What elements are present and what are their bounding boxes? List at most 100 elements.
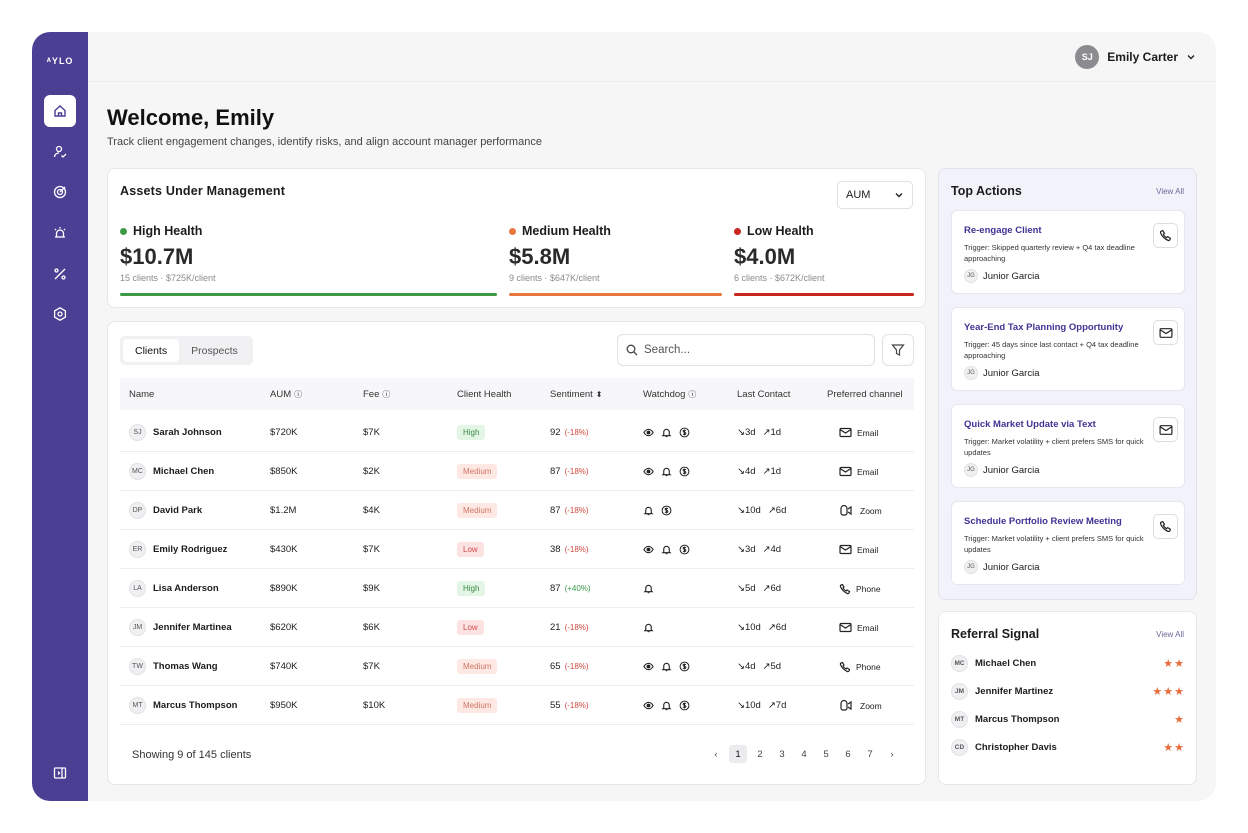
- health-bar-high: [120, 293, 497, 296]
- mail-icon: [839, 544, 852, 555]
- action-item[interactable]: Year-End Tax Planning Opportunity Trigge…: [951, 307, 1185, 391]
- sidebar-item-settings[interactable]: [44, 298, 76, 330]
- action-item[interactable]: Schedule Portfolio Review Meeting Trigge…: [951, 501, 1185, 585]
- col-channel[interactable]: Preferred channel: [827, 389, 903, 400]
- action-contact-button[interactable]: [1153, 417, 1178, 442]
- page-6[interactable]: 6: [845, 748, 851, 760]
- table-row[interactable]: ER Emily Rodriguez $430K $7K Low 38 (-18…: [120, 530, 914, 569]
- channel-label: Email: [857, 466, 879, 477]
- top-actions-title: Top Actions: [951, 184, 1022, 198]
- dollar-icon[interactable]: [679, 661, 690, 672]
- top-actions-view-all-link[interactable]: View All: [1156, 187, 1184, 196]
- referral-view-all-link[interactable]: View All: [1156, 630, 1184, 639]
- tab-prospects[interactable]: Prospects: [191, 344, 238, 357]
- dollar-icon[interactable]: [679, 427, 690, 438]
- bell-icon[interactable]: [661, 661, 672, 672]
- dollar-icon[interactable]: [679, 466, 690, 477]
- col-aum[interactable]: AUM ⓘ: [270, 389, 303, 400]
- table-row[interactable]: TW Thomas Wang $740K $7K Medium 65 (-18%…: [120, 647, 914, 686]
- client-name[interactable]: Michael Chen: [153, 466, 215, 477]
- table-row[interactable]: JM Jennifer Martinea $620K $6K Low 21 (-…: [120, 608, 914, 647]
- table-row[interactable]: MC Michael Chen $850K $2K Medium 87 (-18…: [120, 452, 914, 491]
- list-item[interactable]: CD Christopher Davis ★★: [951, 737, 1185, 757]
- sidebar-item-alerts[interactable]: [44, 217, 76, 249]
- user-menu[interactable]: SJ Emily Carter: [1075, 45, 1196, 69]
- client-name-cell: JM Jennifer Martinea: [129, 608, 232, 647]
- action-contact-button[interactable]: [1153, 223, 1178, 248]
- bell-icon[interactable]: [661, 466, 672, 477]
- mail-icon: [839, 622, 852, 633]
- page-4[interactable]: 4: [801, 748, 807, 760]
- sidebar-item-fees[interactable]: [44, 258, 76, 290]
- action-contact-button[interactable]: [1153, 320, 1178, 345]
- bell-icon[interactable]: [643, 622, 654, 633]
- table-row[interactable]: LA Lisa Anderson $890K $9K High 87 (+40%…: [120, 569, 914, 608]
- action-contact-button[interactable]: [1153, 514, 1178, 539]
- aum-select[interactable]: AUM: [837, 181, 913, 209]
- action-title[interactable]: Quick Market Update via Text: [964, 419, 1096, 430]
- col-fee[interactable]: Fee ⓘ: [363, 389, 391, 400]
- bell-icon[interactable]: [661, 427, 672, 438]
- col-last-contact[interactable]: Last Contact: [737, 389, 791, 400]
- dollar-icon[interactable]: [679, 544, 690, 555]
- page-5[interactable]: 5: [823, 748, 829, 760]
- sentiment-value: 38: [550, 544, 561, 555]
- action-title[interactable]: Year-End Tax Planning Opportunity: [964, 322, 1124, 333]
- client-name[interactable]: Marcus Thompson: [153, 700, 238, 711]
- last-contact-down: 3d: [744, 427, 756, 438]
- bell-icon[interactable]: [661, 700, 672, 711]
- top-bar: SJ Emily Carter: [88, 32, 1216, 82]
- sidebar-collapse-button[interactable]: [44, 757, 76, 789]
- health-cell: Low: [457, 530, 484, 569]
- col-name[interactable]: Name: [129, 389, 155, 400]
- action-title[interactable]: Re-engage Client: [964, 225, 1042, 236]
- last-contact-down: 10d: [744, 700, 761, 711]
- eye-icon[interactable]: [643, 700, 654, 711]
- bell-icon[interactable]: [643, 505, 654, 516]
- table-row[interactable]: SJ Sarah Johnson $720K $7K High 92 (-18%…: [120, 413, 914, 452]
- next-page-button[interactable]: ›: [890, 748, 894, 760]
- page-3[interactable]: 3: [779, 748, 785, 760]
- table-row[interactable]: MT Marcus Thompson $950K $10K Medium 55 …: [120, 686, 914, 725]
- aum-title: Assets Under Management: [120, 184, 286, 198]
- bell-icon[interactable]: [643, 583, 654, 594]
- list-item[interactable]: MC Michael Chen ★★: [951, 653, 1185, 673]
- search-input[interactable]: Search...: [617, 334, 875, 366]
- client-name[interactable]: Sarah Johnson: [153, 427, 222, 438]
- sidebar-item-clients[interactable]: [44, 136, 76, 168]
- client-name-cell: SJ Sarah Johnson: [129, 413, 222, 452]
- client-name[interactable]: Lisa Anderson: [153, 583, 219, 594]
- prev-page-button[interactable]: ‹: [714, 748, 718, 760]
- col-sentiment[interactable]: Sentiment ⬍: [550, 389, 603, 400]
- eye-icon[interactable]: [643, 661, 654, 672]
- eye-icon[interactable]: [643, 427, 654, 438]
- eye-icon[interactable]: [643, 544, 654, 555]
- filter-button[interactable]: [882, 334, 914, 366]
- action-item[interactable]: Quick Market Update via Text Trigger: Ma…: [951, 404, 1185, 488]
- client-name[interactable]: David Park: [153, 505, 203, 516]
- eye-icon[interactable]: [643, 466, 654, 477]
- sentiment-cell: 87 (-18%): [550, 491, 589, 530]
- col-watchdog[interactable]: Watchdog ⓘ: [643, 389, 697, 400]
- sidebar-item-home[interactable]: [44, 95, 76, 127]
- page-7[interactable]: 7: [867, 748, 873, 760]
- tab-clients[interactable]: Clients: [123, 339, 180, 362]
- client-name[interactable]: Jennifer Martinea: [153, 622, 232, 633]
- bell-icon[interactable]: [661, 544, 672, 555]
- action-title[interactable]: Schedule Portfolio Review Meeting: [964, 516, 1122, 527]
- dollar-icon[interactable]: [679, 700, 690, 711]
- list-item[interactable]: MT Marcus Thompson ★: [951, 709, 1185, 729]
- sidebar-item-goals[interactable]: [44, 176, 76, 208]
- aum-value: $950K: [270, 700, 298, 711]
- arrow-up-right-icon: ↗: [762, 583, 771, 594]
- table-row[interactable]: DP David Park $1.2M $4K Medium 87 (-18%)…: [120, 491, 914, 530]
- client-name[interactable]: Emily Rodriguez: [153, 544, 228, 555]
- list-item[interactable]: JM Jennifer Martinez ★★★: [951, 681, 1185, 701]
- page-1[interactable]: 1: [729, 745, 747, 763]
- action-item[interactable]: Re-engage Client Trigger: Skipped quarte…: [951, 210, 1185, 294]
- client-name[interactable]: Thomas Wang: [153, 661, 218, 672]
- page-2[interactable]: 2: [757, 748, 763, 760]
- health-cell: Medium: [457, 452, 498, 491]
- dollar-icon[interactable]: [661, 505, 672, 516]
- col-health[interactable]: Client Health: [457, 389, 512, 400]
